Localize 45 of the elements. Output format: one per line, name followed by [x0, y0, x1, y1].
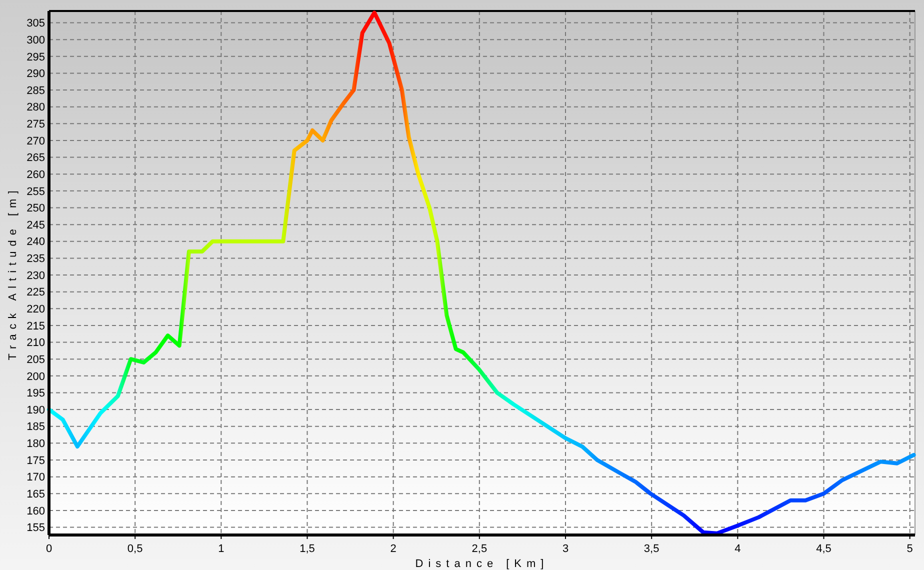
- y-tick-label: 205: [26, 354, 45, 366]
- y-tick-label: 160: [26, 505, 45, 518]
- y-tick-label: 250: [26, 202, 45, 215]
- y-tick-label: 295: [26, 51, 45, 64]
- y-tick-label: 245: [26, 219, 45, 232]
- y-tick-label: 175: [26, 454, 45, 467]
- y-axis-title: Track Altitude [m]: [7, 186, 19, 360]
- y-tick-label: 305: [26, 18, 45, 30]
- y-tick-label: 155: [26, 522, 45, 534]
- x-tick-label: 3,5: [644, 543, 660, 555]
- x-tick-label: 4: [734, 543, 741, 555]
- y-tick-label: 215: [26, 320, 45, 332]
- x-tick-label: 5: [906, 543, 913, 555]
- x-tick-label: 3: [562, 543, 569, 555]
- x-tick-label: 1: [218, 543, 224, 555]
- y-tick-label: 225: [26, 286, 45, 299]
- y-tick-label: 255: [26, 186, 45, 198]
- y-tick-label: 265: [26, 152, 45, 164]
- y-tick-label: 260: [26, 168, 45, 181]
- y-tick-label: 185: [26, 421, 45, 434]
- y-tick-label: 190: [26, 404, 45, 416]
- y-tick-label: 165: [26, 488, 45, 500]
- x-tick-label: 1,5: [300, 543, 315, 555]
- x-tick-label: 2: [390, 543, 396, 555]
- y-tick-label: 275: [26, 118, 45, 131]
- line-series: [47, 10, 916, 536]
- y-tick-label: 195: [26, 388, 45, 400]
- x-tick-label: 2,5: [472, 543, 488, 555]
- x-axis-title: Distance [Km]: [415, 558, 549, 570]
- y-tick-label: 230: [26, 270, 45, 282]
- y-tick-label: 180: [26, 438, 45, 450]
- x-tick-label: 0: [46, 543, 52, 555]
- y-tick-label: 240: [26, 236, 45, 248]
- y-tick-label: 280: [26, 102, 45, 114]
- y-tick-label: 210: [26, 337, 45, 350]
- y-tick-label: 235: [26, 253, 45, 266]
- y-tick-label: 285: [26, 84, 45, 97]
- y-tick-label: 200: [26, 370, 45, 383]
- x-tick-label: 4,5: [816, 543, 832, 555]
- x-tick-label: 0,5: [127, 543, 143, 555]
- y-tick-label: 220: [26, 304, 45, 316]
- y-tick-label: 290: [26, 68, 45, 80]
- y-tick-label: 170: [26, 472, 45, 484]
- y-tick-label: 270: [26, 135, 45, 148]
- y-tick-label: 300: [26, 34, 45, 46]
